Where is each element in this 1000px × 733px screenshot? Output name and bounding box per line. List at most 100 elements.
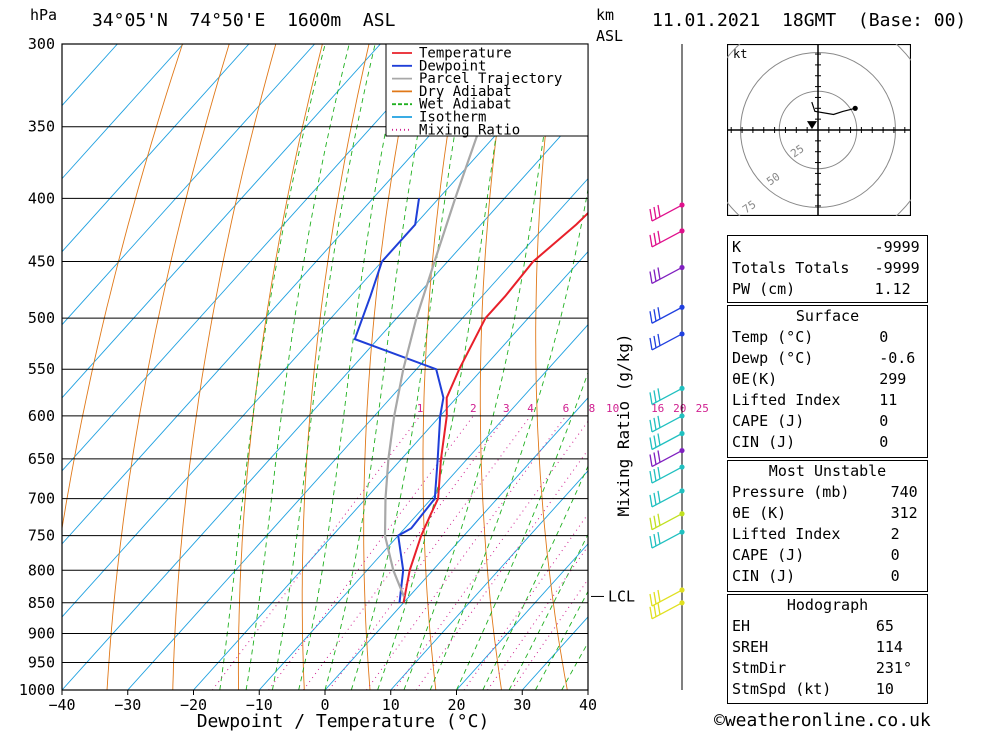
wind-barb <box>649 333 683 351</box>
legend-entry-label: Temperature <box>419 46 512 62</box>
mixing-ratio-line <box>302 415 507 690</box>
isotherm-line <box>62 44 250 253</box>
pressure-tick-label: 300 <box>28 35 55 53</box>
surface-row: CAPE (J) 0 <box>728 411 931 432</box>
dry-adiabat-line <box>363 44 417 690</box>
index-label: Dewp (°C) <box>732 349 814 367</box>
x-tick-label: −10 <box>246 696 273 714</box>
legend-box <box>385 43 589 137</box>
isotherm-line <box>127 177 588 690</box>
index-label: StmSpd (kt) <box>732 680 832 698</box>
hodograph-row: StmSpd (kt) 10 <box>728 679 931 700</box>
isotherm-line <box>62 44 118 107</box>
wind-barb-shaft <box>651 432 683 451</box>
hodograph-ring-label: 75 <box>740 198 758 216</box>
wind-barb-flag <box>653 452 657 465</box>
most-unstable-box <box>727 460 928 592</box>
hodograph-ring-label: 50 <box>764 170 782 188</box>
index-value: 231° <box>875 659 912 677</box>
hodograph-indices-table: EH 65 SREH 114 StmDir 231° StmSpd (kt) 10 <box>728 616 931 700</box>
location-title: 34°05'N 74°50'E 1600m ASL <box>92 10 396 31</box>
most-unstable-row: Pressure (mb) 740 <box>728 482 931 503</box>
x-axis-label: Dewpoint / Temperature (°C) <box>197 711 490 732</box>
surface-row: CIN (J) 0 <box>728 432 931 453</box>
wind-barb-flag <box>657 513 661 526</box>
surface-row: θE(K) 299 <box>728 369 931 390</box>
wet-adiabat-line <box>219 44 326 690</box>
wind-barb-shaft <box>651 490 683 508</box>
index-value: 299 <box>879 370 907 388</box>
legend-entry-label: Mixing Ratio <box>419 122 520 138</box>
wind-barb-flag <box>657 307 661 320</box>
wind-barb-flag <box>653 591 657 605</box>
wet-adiabat-line <box>350 44 471 690</box>
index-value: 312 <box>890 504 918 522</box>
hodograph-ring-label: 25 <box>788 142 806 160</box>
pressure-tick-label: 500 <box>28 309 55 327</box>
wind-barb-flag <box>649 593 653 607</box>
wet-adiabat-line <box>482 465 588 690</box>
mixing-ratio-axis-label: Mixing Ratio (g/kg) <box>614 333 633 516</box>
mixing-ratio-tick-label: 3 <box>503 402 510 415</box>
copyright-link[interactable]: ©weatheronline.co.uk <box>714 710 931 731</box>
wind-barb-shaft <box>651 513 683 531</box>
x-tick-label: 30 <box>513 696 531 714</box>
wind-barb-flag <box>653 206 657 220</box>
wind-barb-flag <box>653 417 657 431</box>
wind-barb-flag <box>649 419 653 433</box>
wind-barb <box>649 204 683 222</box>
mixing-ratio-line <box>393 420 588 690</box>
index-label: Totals Totals <box>732 259 850 277</box>
pressure-tick-label: 950 <box>28 653 55 671</box>
isotherm-line <box>62 44 184 180</box>
wind-barb-flag <box>649 337 653 351</box>
x-tick-label: 0 <box>320 696 329 714</box>
wind-barb <box>649 602 683 620</box>
wind-level-dot <box>679 202 685 208</box>
index-label: K <box>732 238 742 256</box>
wind-barb-flag <box>657 466 661 480</box>
index-value: 0 <box>879 433 889 451</box>
wind-barb <box>649 230 683 248</box>
asl-unit-label: ASL <box>596 27 624 45</box>
surface-table: Temp (°C) 0 Dewp (°C) -0.6 θE(K) 299 Lifted… <box>728 327 931 453</box>
pressure-tick-label: 600 <box>28 407 55 425</box>
wind-barb-flag <box>649 208 653 222</box>
wind-barb <box>649 449 683 468</box>
mixing-ratio-line <box>268 415 474 690</box>
wind-barb-flag <box>649 311 653 324</box>
wind-barb-flag <box>657 388 661 401</box>
wet-adiabat-line <box>245 44 350 690</box>
wind-barb-flag <box>657 415 661 429</box>
legend-entry-label: Parcel Trajectory <box>419 71 562 87</box>
wind-barb-shaft <box>651 387 683 405</box>
parcel-trajectory-line <box>383 61 504 597</box>
index-value: 11 <box>879 391 898 409</box>
wind-barb <box>649 387 683 405</box>
wind-barb-flag <box>653 390 657 403</box>
wind-barb-flag <box>657 531 661 545</box>
wind-barb-flag <box>653 515 657 528</box>
wind-barb-flag <box>649 271 653 284</box>
wind-barb-flag <box>649 392 653 405</box>
index-label: θE (K) <box>732 504 787 522</box>
wind-barb-flag <box>657 204 661 218</box>
wind-barb <box>649 432 683 451</box>
wind-barb-flag <box>657 333 661 347</box>
wind-barb <box>649 466 683 484</box>
wind-barb-shaft <box>651 266 683 285</box>
pressure-tick-label: 750 <box>28 527 55 545</box>
pressure-tick-label: 1000 <box>19 681 55 699</box>
index-value: 10 <box>875 680 894 698</box>
wet-adiabat-line <box>271 44 376 690</box>
hodograph: kt 25 50 75 <box>727 44 911 216</box>
index-value: 2 <box>890 525 900 543</box>
mixing-ratio-tick-label: 25 <box>696 402 709 415</box>
isotherm-line <box>324 397 588 690</box>
wet-adiabat-line <box>429 186 588 690</box>
mixing-ratio-line <box>487 545 588 690</box>
temperature-line <box>402 211 588 603</box>
surface-row: Dewp (°C) -0.6 <box>728 348 931 369</box>
wind-barb-flag <box>653 232 657 245</box>
